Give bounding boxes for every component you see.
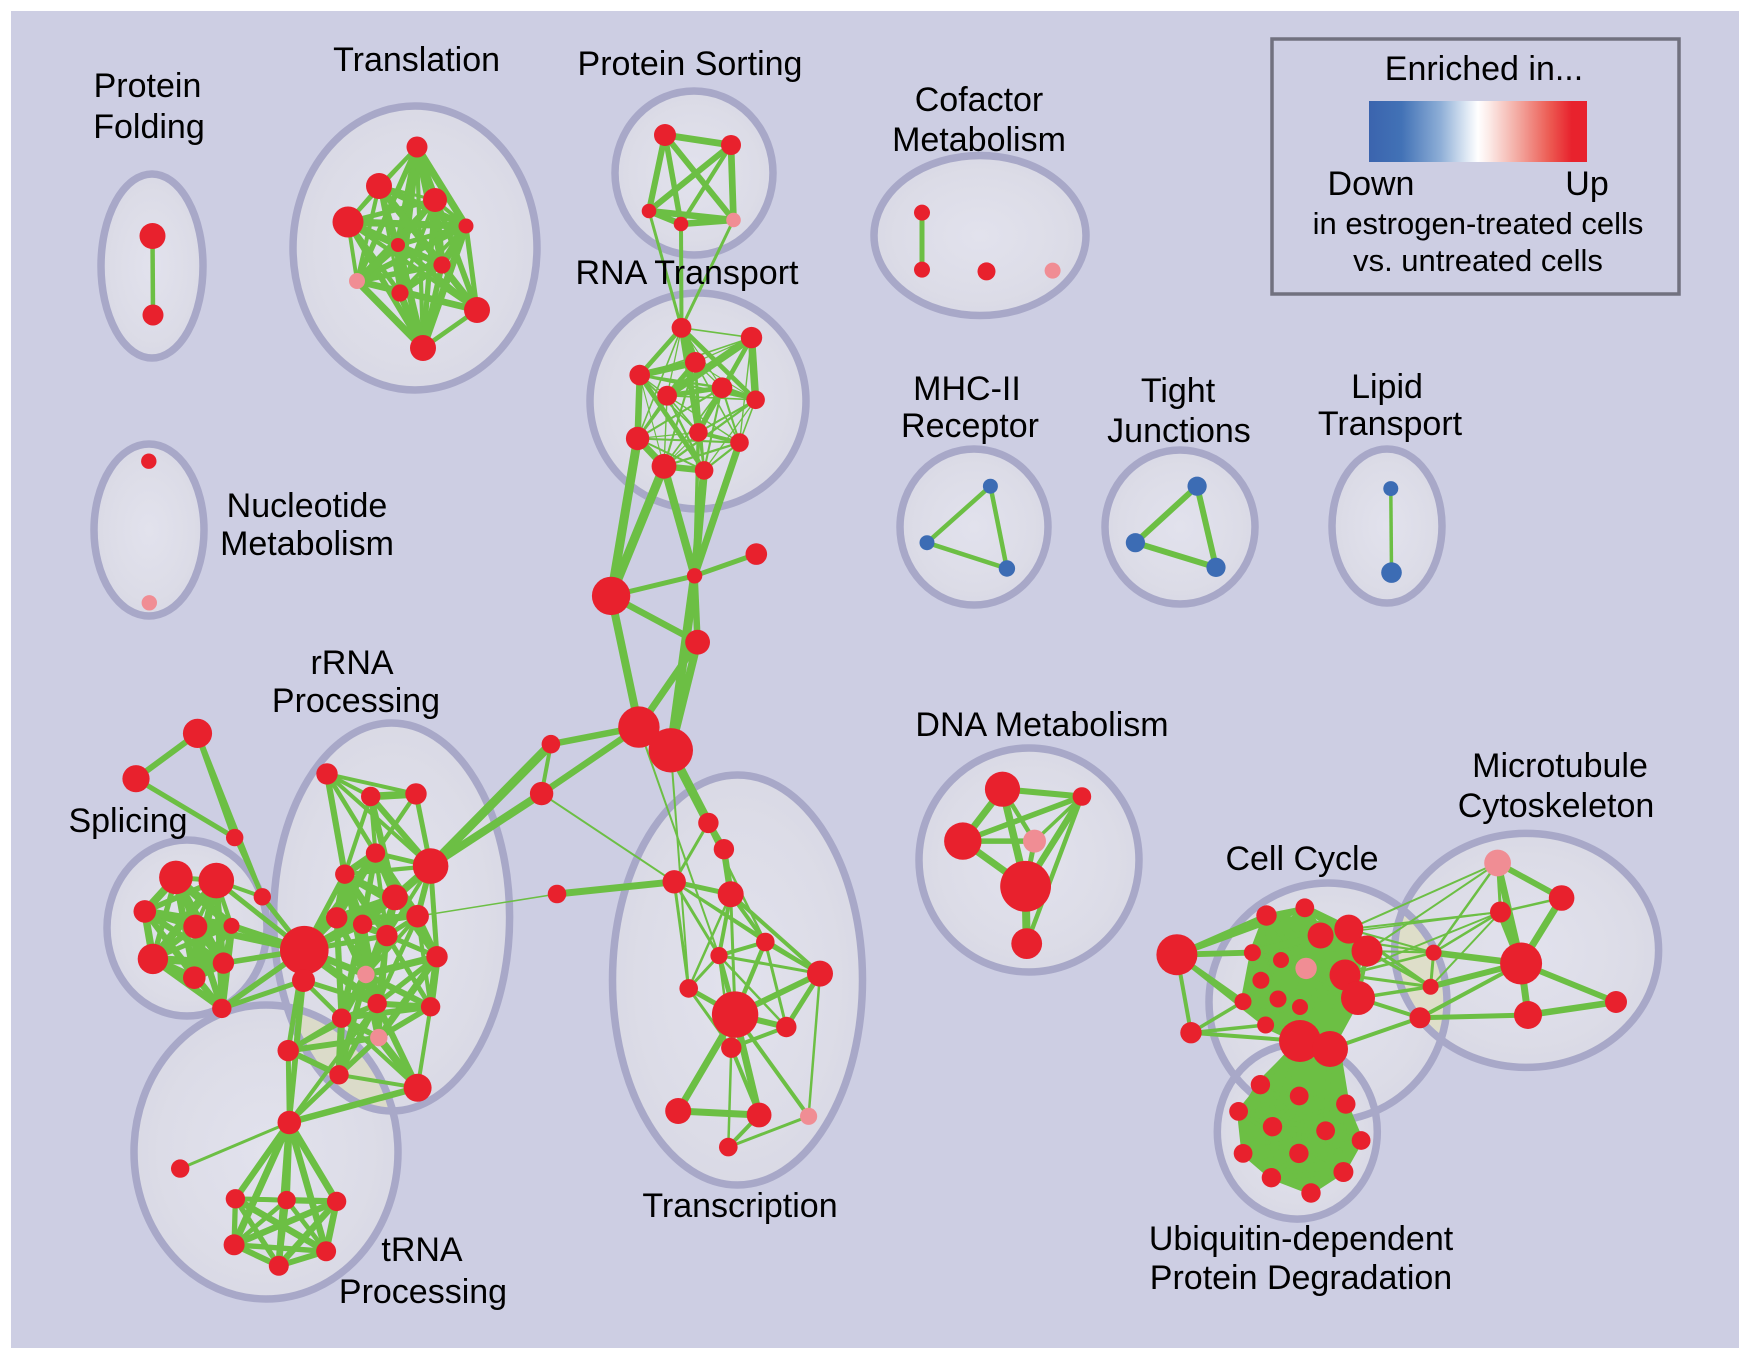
svg-text:Cytoskeleton: Cytoskeleton bbox=[1458, 787, 1655, 825]
svg-text:Down: Down bbox=[1328, 165, 1415, 203]
svg-text:Protein: Protein bbox=[94, 67, 202, 105]
svg-text:Metabolism: Metabolism bbox=[220, 525, 394, 563]
svg-text:Tight: Tight bbox=[1141, 372, 1216, 410]
svg-text:Receptor: Receptor bbox=[901, 407, 1039, 445]
svg-text:tRNA: tRNA bbox=[381, 1231, 463, 1269]
svg-text:Enriched in...: Enriched in... bbox=[1385, 50, 1583, 88]
svg-text:rRNA: rRNA bbox=[310, 644, 393, 682]
svg-text:Lipid: Lipid bbox=[1351, 368, 1423, 406]
svg-text:Translation: Translation bbox=[333, 41, 500, 79]
svg-text:Cofactor: Cofactor bbox=[915, 81, 1044, 119]
svg-text:Protein Sorting: Protein Sorting bbox=[578, 45, 803, 83]
svg-text:Folding: Folding bbox=[93, 108, 205, 146]
svg-text:Cell Cycle: Cell Cycle bbox=[1225, 840, 1378, 878]
svg-text:Splicing: Splicing bbox=[68, 802, 187, 840]
svg-text:Metabolism: Metabolism bbox=[892, 121, 1066, 159]
svg-text:in estrogen-treated cells: in estrogen-treated cells bbox=[1313, 206, 1644, 241]
svg-text:Junctions: Junctions bbox=[1107, 412, 1251, 450]
svg-text:Microtubule: Microtubule bbox=[1472, 747, 1648, 785]
svg-text:vs. untreated cells: vs. untreated cells bbox=[1353, 243, 1603, 278]
svg-text:Up: Up bbox=[1565, 165, 1608, 203]
svg-text:Ubiquitin-dependent: Ubiquitin-dependent bbox=[1149, 1220, 1454, 1258]
svg-text:MHC-II: MHC-II bbox=[913, 370, 1021, 408]
svg-text:DNA Metabolism: DNA Metabolism bbox=[915, 706, 1168, 744]
svg-text:RNA Transport: RNA Transport bbox=[576, 254, 800, 292]
svg-text:Transport: Transport bbox=[1318, 405, 1463, 443]
svg-text:Processing: Processing bbox=[272, 682, 440, 720]
svg-text:Protein Degradation: Protein Degradation bbox=[1150, 1259, 1452, 1297]
svg-text:Nucleotide: Nucleotide bbox=[227, 487, 388, 525]
svg-text:Processing: Processing bbox=[339, 1273, 507, 1311]
svg-text:Transcription: Transcription bbox=[642, 1187, 837, 1225]
